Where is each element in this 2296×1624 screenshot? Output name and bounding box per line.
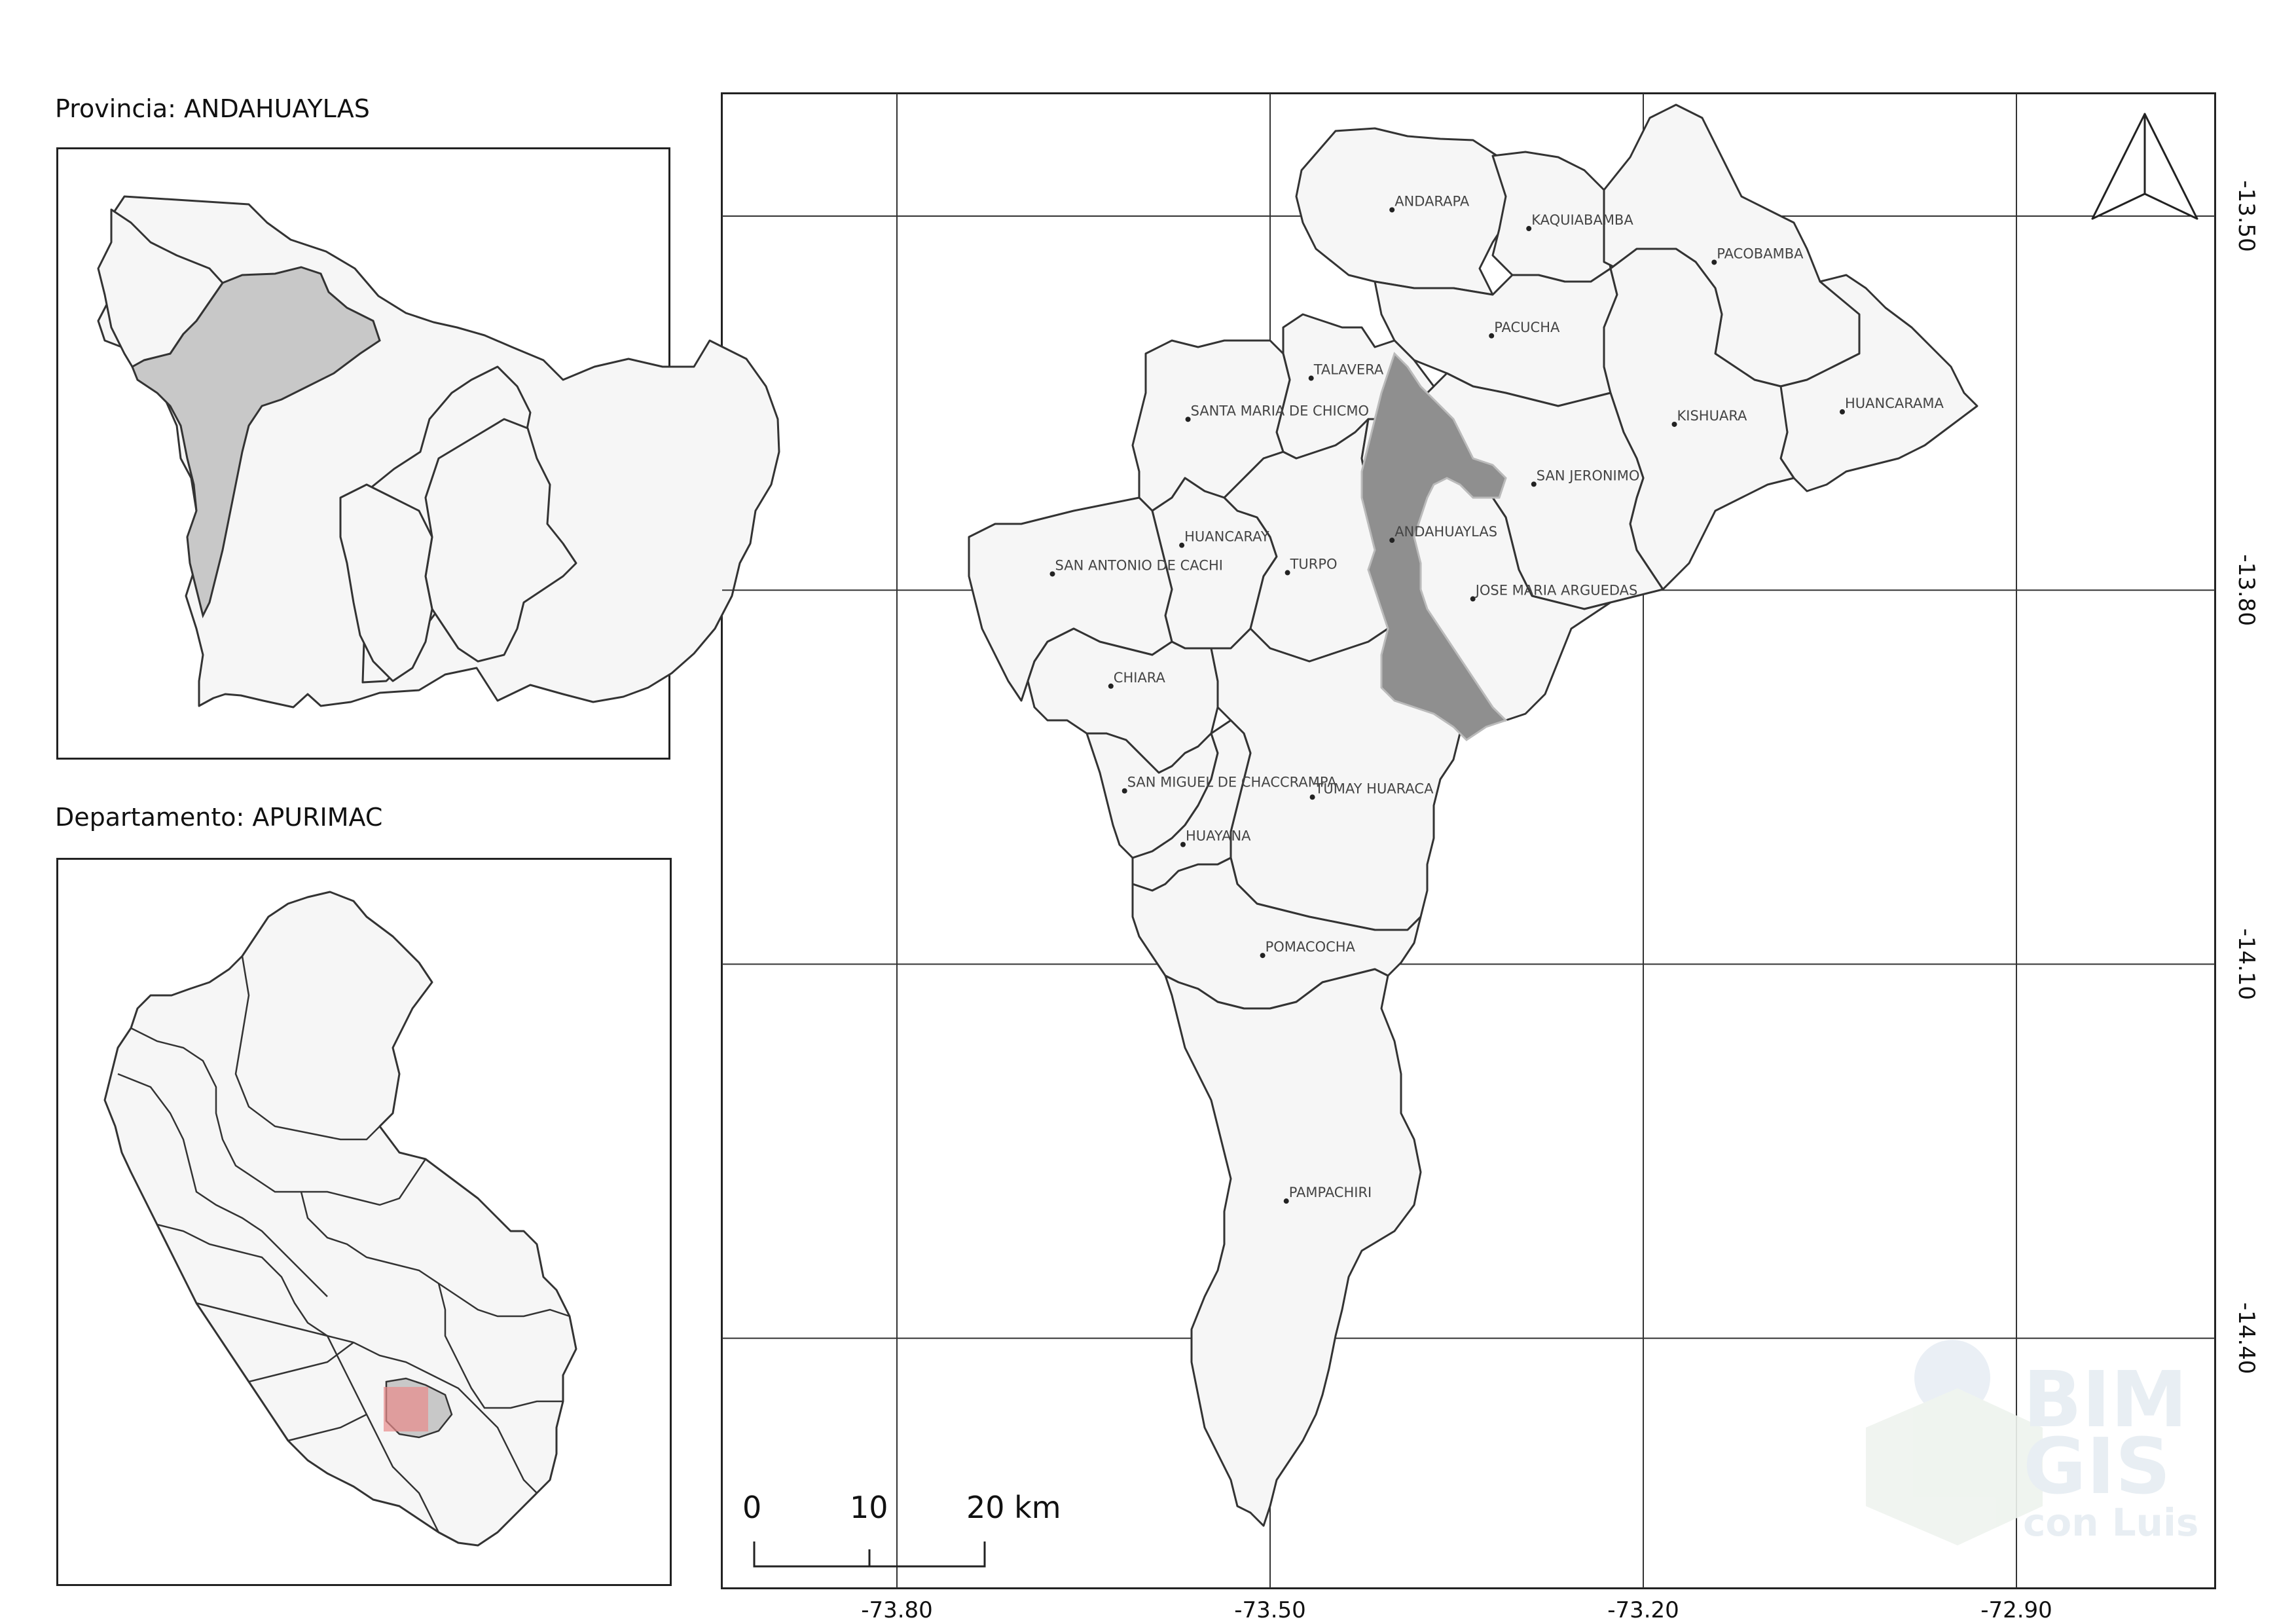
y-tick-label-3: -14.40	[2233, 1302, 2259, 1375]
place-label: SANTA MARIA DE CHICMO	[1191, 403, 1369, 418]
place-marker	[1049, 571, 1055, 577]
place-marker	[1283, 1198, 1289, 1204]
watermark-gis: GIS	[2023, 1421, 2171, 1511]
place-label: KAQUIABAMBA	[1531, 212, 1633, 228]
place-marker	[1121, 788, 1127, 794]
place-marker	[1309, 794, 1315, 800]
district-andarapa	[1295, 127, 1507, 296]
province-inset-title: Provincia: ANDAHUAYLAS	[55, 94, 370, 123]
y-tick-label-0: -13.50	[2233, 180, 2259, 252]
place-label: HUAYANA	[1186, 828, 1251, 844]
place-label: SAN JERONIMO	[1537, 468, 1640, 483]
scale-label-10: 10	[850, 1490, 888, 1525]
place-marker	[1531, 481, 1537, 487]
watermark-bim: BIM	[2023, 1354, 2187, 1445]
place-marker	[1285, 570, 1290, 576]
y-tick-label-2: -14.10	[2233, 929, 2259, 1001]
scale-bar: 0 10 20 km	[742, 1490, 1061, 1568]
place-label: KISHUARA	[1677, 408, 1748, 424]
place-label: PACUCHA	[1494, 320, 1560, 335]
place-label: HUANCARAY	[1184, 529, 1269, 545]
north-arrow-icon	[2091, 113, 2198, 220]
highlight-andahuaylas	[1360, 352, 1508, 741]
place-label: TALAVERA	[1313, 362, 1384, 378]
place-marker	[1185, 416, 1191, 422]
place-label: ANDARAPA	[1394, 193, 1470, 209]
place-marker	[1308, 375, 1314, 381]
peru-outline	[103, 891, 577, 1547]
main-map: ANDARAPA KAQUIABAMBA PACOBAMBA PACUCHA TALAV…	[722, 94, 2215, 1588]
place-marker	[1489, 333, 1495, 339]
place-label: PACOBAMBA	[1717, 246, 1804, 261]
place-marker	[1711, 259, 1717, 265]
y-tick-label-1: -13.80	[2233, 554, 2259, 626]
province-inset-map	[97, 195, 780, 709]
district-pampachiri	[1164, 968, 1422, 1527]
place-marker	[1108, 683, 1114, 689]
inset-province-chincheros	[97, 208, 224, 368]
place-marker	[1671, 421, 1677, 427]
place-label: CHIARA	[1114, 670, 1166, 686]
x-tick-label-3: -72.90	[1980, 1597, 2052, 1623]
place-label: JOSE MARIA ARGUEDAS	[1474, 583, 1638, 599]
place-label: ANDAHUAYLAS	[1394, 524, 1497, 540]
axis-tick-labels: -73.80 -73.50 -73.20 -72.90 -13.50 -13.80 -14.…	[861, 180, 2259, 1623]
place-marker	[1179, 542, 1185, 548]
x-tick-label-1: -73.50	[1234, 1597, 1306, 1623]
place-marker	[1840, 409, 1845, 415]
district-huancarama	[1779, 274, 1978, 492]
scale-label-0: 0	[742, 1490, 761, 1525]
place-marker	[1389, 207, 1395, 213]
department-inset-title: Departamento: APURIMAC	[55, 803, 383, 832]
place-marker	[1470, 596, 1476, 602]
place-label: PAMPACHIRI	[1289, 1185, 1372, 1200]
watermark-logo: BIM GIS con Luis	[1866, 1340, 2198, 1545]
location-marker	[384, 1387, 428, 1431]
place-marker	[1526, 226, 1532, 232]
place-label: HUANCARAMA	[1845, 396, 1944, 411]
place-label: SAN MIGUEL DE CHACCRAMPA	[1127, 775, 1338, 790]
place-label: SAN ANTONIO DE CACHI	[1055, 557, 1223, 573]
place-marker	[1180, 841, 1186, 847]
scale-label-20km: 20 km	[966, 1490, 1061, 1525]
place-label: TUMAY HUARACA	[1315, 781, 1434, 796]
x-tick-label-0: -73.80	[861, 1597, 933, 1623]
place-marker	[1260, 953, 1266, 959]
x-tick-label-2: -73.20	[1607, 1597, 1679, 1623]
inset-province-antabamba	[339, 483, 433, 682]
place-labels: ANDARAPA KAQUIABAMBA PACOBAMBA PACUCHA TALAV…	[1049, 193, 1944, 1204]
place-label: POMACOCHA	[1266, 939, 1356, 955]
place-marker	[1389, 538, 1395, 544]
watermark-con-luis: con Luis	[2023, 1500, 2198, 1545]
inset-highlight-andahuaylas	[131, 266, 381, 619]
place-label: TURPO	[1290, 557, 1338, 572]
department-inset-map	[103, 891, 577, 1547]
